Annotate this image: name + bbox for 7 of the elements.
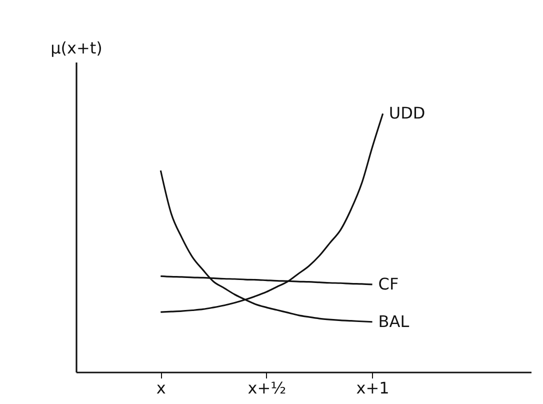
series-label: CF (378, 274, 399, 294)
x-tick-label: x+1 (356, 378, 390, 398)
y-axis-title: μ(x+t) (50, 38, 102, 58)
series-label: BAL (378, 312, 410, 331)
x-tick-label: x+½ (248, 378, 286, 398)
series-label: UDD (388, 104, 426, 123)
x-tick-label: x (156, 378, 166, 398)
